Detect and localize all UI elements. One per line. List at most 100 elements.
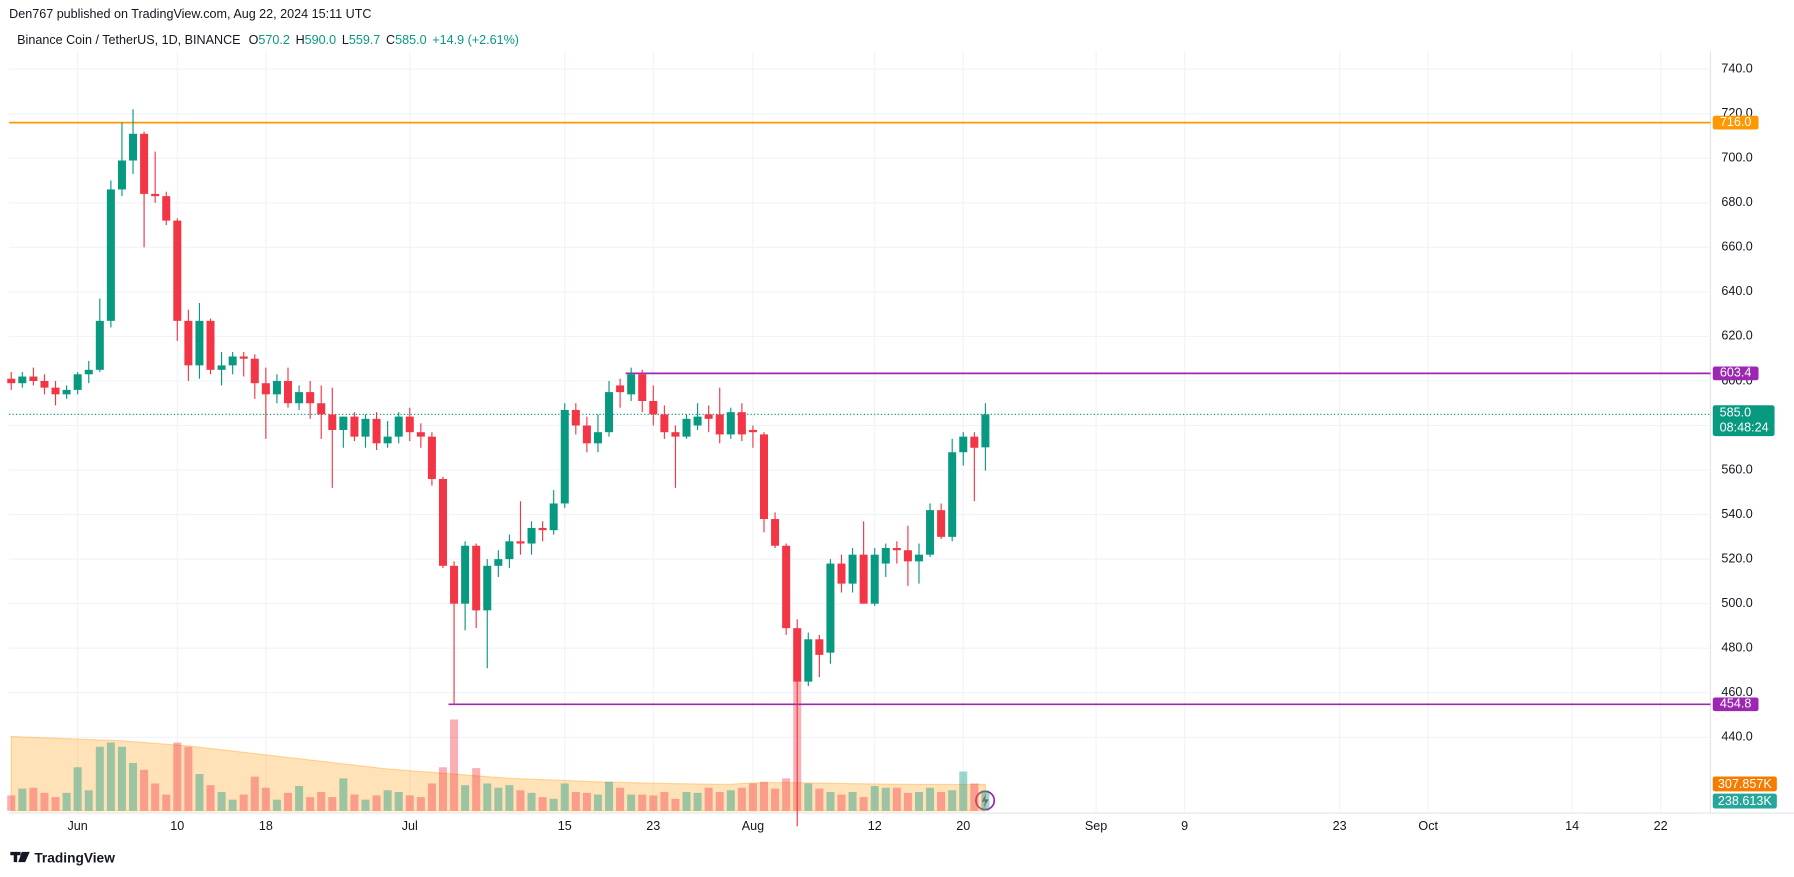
volume-bar (228, 799, 237, 811)
x-tick-label: 20 (956, 819, 970, 833)
x-tick-label: Oct (1418, 819, 1438, 833)
candle-body (7, 378, 16, 384)
y-tick-label: 700.0 (1721, 151, 1752, 165)
volume-bar (948, 790, 957, 811)
candle-body (95, 320, 104, 370)
candle-body (372, 418, 381, 444)
volume-bar (295, 786, 304, 811)
published-note: Den767 published on TradingView.com, Aug… (9, 7, 371, 21)
volume-bar (261, 787, 270, 811)
y-tick-label: 740.0 (1721, 62, 1752, 76)
y-tick-label: 480.0 (1721, 641, 1752, 655)
level-label: 603.4 (1720, 366, 1751, 380)
volume-bar (859, 797, 868, 811)
candle-body (416, 432, 425, 437)
level-box (1712, 697, 1759, 712)
legend-text: Binance Coin / TetherUS, 1D, BINANCE O570… (17, 33, 519, 47)
volume-bar (162, 794, 171, 811)
volume-bar (760, 781, 769, 811)
candle-body (959, 436, 968, 453)
candle-body (859, 554, 868, 604)
volume-bar (494, 787, 503, 811)
candle-body (892, 547, 901, 551)
candle-body (593, 432, 602, 444)
volume-bar (516, 790, 525, 811)
candle-body (106, 189, 115, 321)
candle-body (926, 510, 935, 555)
candle-body (129, 133, 138, 161)
volume-bar (129, 762, 138, 811)
volume-bar (350, 794, 359, 811)
x-tick-label: 23 (646, 819, 660, 833)
candle-body (914, 554, 923, 562)
candle-body (283, 380, 293, 404)
candle-body (306, 392, 315, 404)
volume-bar (339, 778, 348, 811)
volume-bar (472, 768, 481, 811)
candle-body (427, 436, 436, 479)
volume-bar (782, 778, 791, 811)
volume-bar (527, 792, 536, 811)
candle-body (328, 414, 337, 430)
volume-bar (560, 783, 569, 811)
level-label: 454.8 (1720, 697, 1751, 711)
level-label: 716.0 (1720, 115, 1751, 129)
volume-bar (627, 794, 636, 811)
volume-bar (737, 787, 746, 811)
volume-bar (416, 797, 425, 811)
candle-body (505, 541, 514, 560)
candle-body (671, 432, 680, 437)
volume-bar (549, 798, 558, 811)
volume-bar (84, 790, 93, 811)
quote-key: H (296, 33, 305, 47)
candle-body (571, 409, 580, 426)
x-tick-label: Aug (742, 819, 764, 833)
volume-bar (903, 792, 912, 811)
candle-body (726, 412, 735, 435)
candle-body (295, 392, 304, 404)
candle-body (450, 565, 459, 604)
y-tick-label: 660.0 (1721, 240, 1752, 254)
candle-body (549, 503, 558, 531)
volume-bar (117, 746, 126, 811)
candle-body (903, 550, 912, 562)
candle-body (748, 429, 757, 433)
y-tick-label: 620.0 (1721, 329, 1752, 343)
candle-body (228, 356, 237, 366)
volume-bar (18, 788, 27, 811)
x-tick-label: Jun (68, 819, 88, 833)
volume-bar (715, 791, 724, 811)
quote-change: +14.9 (+2.61%) (432, 33, 519, 47)
candle-body (62, 389, 71, 395)
volume-bar (151, 783, 160, 811)
volume-bar (582, 792, 591, 811)
volume-bar (726, 790, 735, 811)
candle-body (605, 392, 614, 433)
x-tick-label: 14 (1565, 819, 1579, 833)
volume-bar (394, 791, 403, 811)
last-price-label: 585.0 (1720, 406, 1751, 420)
candle-body (51, 387, 60, 395)
candle-body (250, 358, 259, 384)
candle-body (527, 527, 536, 544)
candle-body (261, 383, 270, 395)
volume-bar (195, 774, 204, 811)
volume-bar (693, 792, 702, 811)
candle-body (538, 527, 547, 531)
volume-value-box (1712, 793, 1777, 809)
last-price-box (1712, 405, 1775, 437)
candle-body (782, 545, 791, 629)
volume-bar (405, 795, 414, 811)
quote-value: 559.7 (349, 33, 380, 47)
volume-bar (748, 783, 757, 811)
x-tick-label: Jul (402, 819, 418, 833)
candle-body (826, 563, 835, 653)
x-tick-label: 15 (558, 819, 572, 833)
symbol-title: Binance Coin / TetherUS, 1D, BINANCE (17, 33, 240, 47)
volume-bar (283, 792, 293, 811)
volume-bar (7, 795, 16, 811)
volume-bar (671, 798, 680, 811)
